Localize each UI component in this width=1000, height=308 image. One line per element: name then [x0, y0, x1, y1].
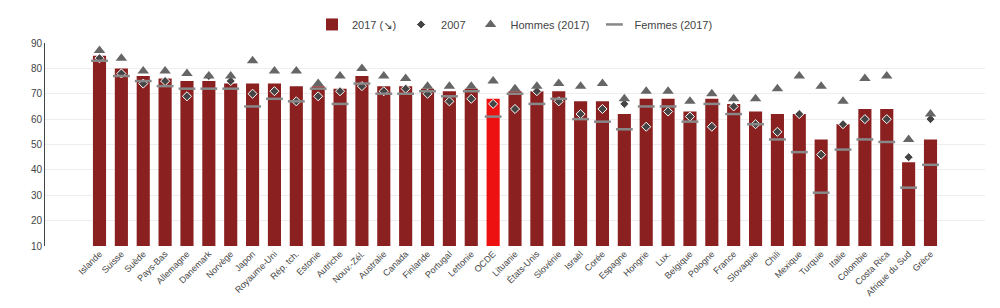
svg-text:Afrique du Sud: Afrique du Sud [864, 249, 913, 298]
svg-text:10: 10 [31, 241, 43, 252]
svg-text:Slovaquie: Slovaquie [725, 249, 760, 284]
svg-text:Lettonie: Lettonie [446, 249, 476, 279]
svg-text:Chili: Chili [763, 249, 782, 268]
svg-text:Allemagne: Allemagne [154, 249, 191, 286]
svg-text:Australie: Australie [357, 249, 389, 281]
svg-text:Lux.: Lux. [654, 249, 673, 268]
svg-text:France: France [711, 249, 738, 276]
svg-text:Hommes (2017): Hommes (2017) [511, 19, 590, 31]
svg-text:Grèce: Grèce [911, 249, 935, 273]
svg-text:Royaume-Uni: Royaume-Uni [233, 249, 279, 295]
svg-text:Espagne: Espagne [597, 249, 629, 281]
svg-text:Portugal: Portugal [423, 249, 454, 280]
svg-text:Femmes (2017): Femmes (2017) [634, 19, 712, 31]
svg-text:Pays-Bas: Pays-Bas [135, 249, 170, 284]
svg-text:Danemark: Danemark [177, 249, 214, 286]
svg-text:Italie: Italie [827, 249, 848, 270]
svg-text:40: 40 [31, 164, 43, 175]
svg-text:30: 30 [31, 190, 43, 201]
svg-text:OCDE: OCDE [472, 249, 497, 274]
svg-text:Autriche: Autriche [314, 249, 344, 279]
svg-text:Slovénie: Slovénie [532, 249, 563, 280]
svg-text:États-Unis: États-Unis [505, 249, 542, 286]
svg-text:Suisse: Suisse [100, 249, 126, 275]
svg-text:90: 90 [31, 38, 43, 49]
svg-text:Japon: Japon [233, 249, 257, 273]
svg-text:Canada: Canada [381, 249, 410, 278]
svg-text:50: 50 [31, 139, 43, 150]
svg-text:Suède: Suède [122, 249, 147, 274]
svg-text:70: 70 [31, 88, 43, 99]
svg-text:80: 80 [31, 63, 43, 74]
svg-text:Pologne: Pologne [686, 249, 716, 279]
svg-text:Rép. tch.: Rép. tch. [268, 249, 301, 282]
svg-text:20: 20 [31, 215, 43, 226]
svg-text:Israël: Israël [563, 249, 586, 272]
svg-text:2017 (↘): 2017 (↘) [352, 19, 396, 31]
svg-text:Estonie: Estonie [294, 249, 322, 277]
svg-text:Turquie: Turquie [797, 249, 825, 277]
svg-text:Colombie: Colombie [836, 249, 870, 283]
svg-text:Mexique: Mexique [773, 249, 804, 280]
svg-text:Finlande: Finlande [401, 249, 432, 280]
svg-text:Nouv.-Zél.: Nouv.-Zél. [331, 249, 367, 285]
svg-text:2007: 2007 [441, 19, 465, 31]
svg-text:Hongrie: Hongrie [621, 249, 650, 278]
svg-text:Costa Rica: Costa Rica [853, 249, 891, 287]
svg-text:Islande: Islande [76, 249, 104, 277]
svg-text:Belgique: Belgique [663, 249, 695, 281]
svg-text:60: 60 [31, 114, 43, 125]
svg-text:Corée: Corée [583, 249, 607, 273]
svg-text:Norvège: Norvège [204, 249, 235, 280]
svg-text:Lituanie: Lituanie [490, 249, 519, 278]
